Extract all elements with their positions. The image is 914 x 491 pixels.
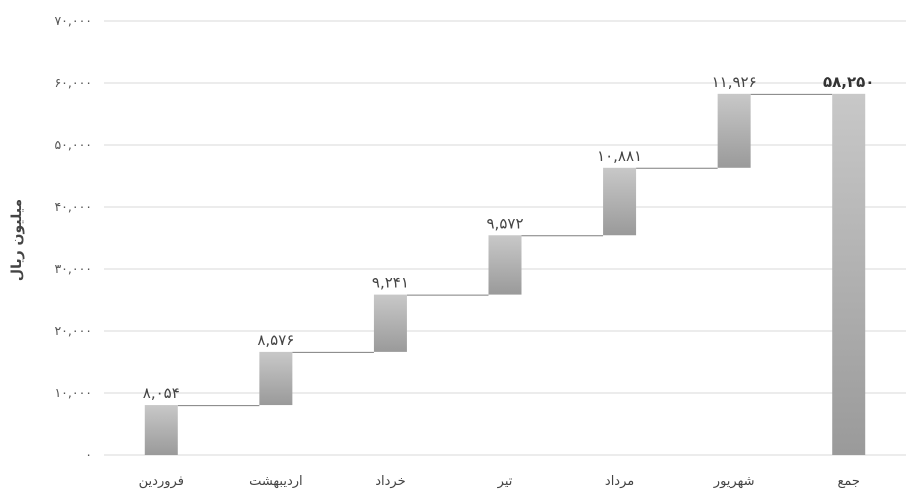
y-axis-ticks: ۰ ۱۰,۰۰۰ ۲۰,۰۰۰ ۳۰,۰۰۰ ۴۰,۰۰۰ ۵۰,۰۰۰ ۶۰,۰۰۰ ۷۰,… [54, 13, 92, 462]
x-axis-categories: فروردین اردیبهشت خرداد تیر مرداد شهریور جمع [139, 474, 860, 489]
category-label: فروردین [139, 474, 184, 489]
y-tick-label: ۳۰,۰۰۰ [54, 261, 92, 276]
data-labels: ۸,۰۵۴ ۸,۵۷۶ ۹,۲۴۱ ۹,۵۷۲ ۱۰,۸۸۱ ۱۱,۹۲۶ ۵۸,۲۵۰ [143, 73, 875, 402]
data-label: ۹,۵۷۲ [487, 214, 524, 232]
bar [259, 351, 293, 406]
data-label: ۹,۲۴۱ [372, 274, 409, 292]
y-tick-label: ۶۰,۰۰۰ [54, 75, 92, 90]
bar [144, 405, 178, 455]
bar [488, 235, 522, 295]
data-label: ۸,۵۷۶ [257, 331, 294, 349]
data-label: ۵۸,۲۵۰ [823, 73, 874, 91]
category-label: اردیبهشت [249, 474, 303, 489]
category-label: شهریور [713, 474, 755, 489]
category-label: تیر [497, 474, 513, 489]
y-tick-label: ۰ [85, 447, 92, 462]
y-tick-label: ۲۰,۰۰۰ [54, 323, 92, 338]
data-label: ۱۱,۹۲۶ [712, 73, 757, 91]
gridlines [104, 20, 906, 456]
y-axis-label: میلیون ریال [9, 199, 25, 281]
category-label: جمع [837, 474, 859, 489]
y-tick-label: ۵۰,۰۰۰ [54, 137, 92, 152]
y-tick-label: ۷۰,۰۰۰ [54, 13, 92, 28]
data-label: ۱۰,۸۸۱ [597, 147, 642, 165]
bar [373, 294, 407, 352]
connectors [177, 93, 833, 407]
y-tick-label: ۴۰,۰۰۰ [54, 199, 92, 214]
data-label: ۸,۰۵۴ [143, 384, 180, 402]
bars [144, 93, 866, 455]
category-label: مرداد [605, 474, 634, 489]
bar [603, 167, 637, 236]
total-bar [832, 93, 866, 455]
y-tick-label: ۱۰,۰۰۰ [54, 385, 92, 400]
category-label: خرداد [375, 474, 405, 489]
bar [717, 93, 751, 168]
